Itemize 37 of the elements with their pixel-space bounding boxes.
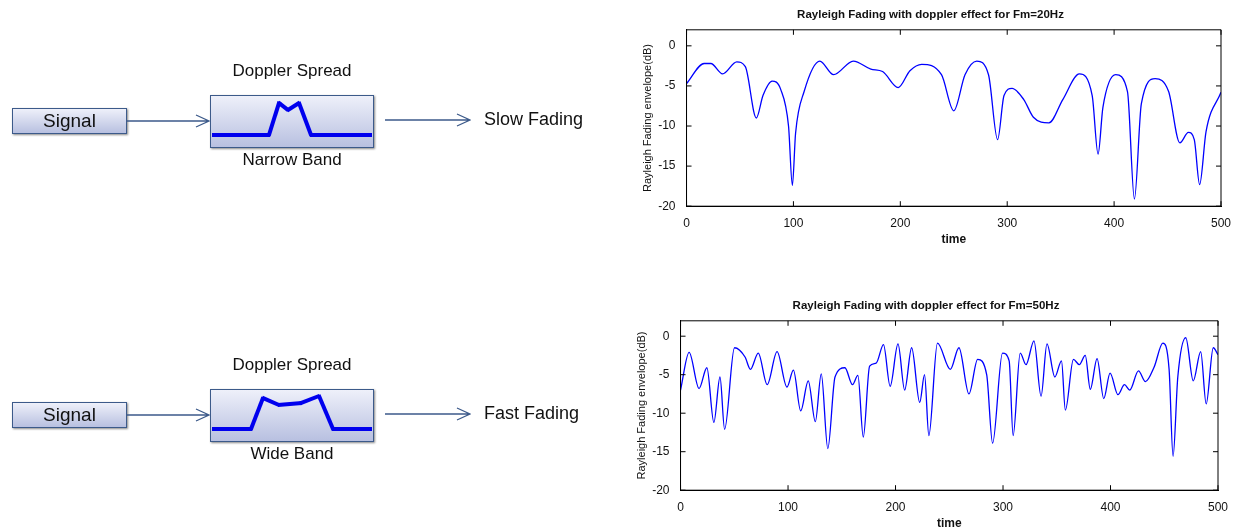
x-tick-label: 500: [1207, 499, 1229, 514]
y-tick-label: -5: [658, 367, 670, 382]
x-axis-title: time: [936, 516, 962, 531]
x-axis-title: time: [941, 232, 967, 247]
y-tick-label: 0: [662, 328, 670, 343]
y-tick-label: -20: [652, 482, 670, 497]
y-tick-label: -10: [658, 118, 676, 133]
y-tick-label: -15: [652, 444, 670, 459]
x-tick-label: 100: [783, 215, 804, 230]
x-tick-label: 0: [683, 215, 691, 230]
text: Narrow Band: [241, 150, 343, 170]
text: Wide Band: [249, 444, 335, 464]
text: Doppler Spread: [231, 61, 353, 81]
x-tick-label: 400: [1100, 499, 1121, 514]
x-tick-label: 200: [885, 499, 906, 514]
y-tick-label: -5: [664, 78, 676, 93]
y-tick-label: -15: [658, 158, 676, 173]
chart-title: Rayleigh Fading with doppler effect for Fm=20Hz: [797, 8, 1065, 21]
x-tick-label: 200: [890, 215, 911, 230]
chart-title: Rayleigh Fading with doppler effect for Fm=50Hz: [792, 299, 1060, 312]
text: Signal: [12, 108, 127, 134]
text: Doppler Spread: [231, 355, 353, 375]
y-tick-label: -20: [658, 198, 676, 213]
y-axis-title: Rayleigh Fading envelope(dB): [634, 331, 647, 480]
x-tick-label: 500: [1210, 215, 1232, 230]
line-series: [680, 337, 1218, 457]
y-tick-label: 0: [668, 38, 676, 53]
x-tick-label: 400: [1104, 215, 1125, 230]
text: Slow Fading: [484, 109, 584, 130]
line-series: [686, 60, 1221, 200]
x-tick-label: 100: [778, 499, 799, 514]
x-tick-label: 300: [993, 499, 1014, 514]
text: Fast Fading: [484, 403, 580, 424]
y-axis-title: Rayleigh Fading envelope(dB): [640, 44, 653, 192]
text: Signal: [12, 402, 127, 428]
y-tick-label: -10: [652, 405, 670, 420]
x-tick-label: 300: [997, 215, 1018, 230]
